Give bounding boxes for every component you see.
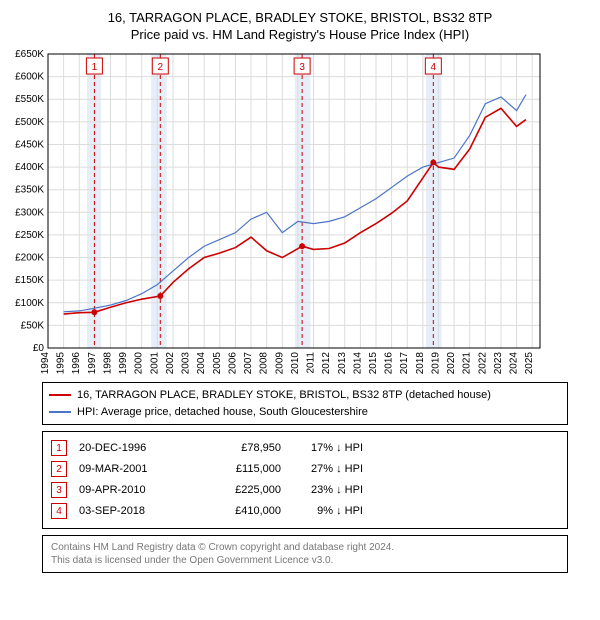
legend-label: HPI: Average price, detached house, Sout…	[77, 404, 368, 421]
svg-text:£600K: £600K	[15, 72, 44, 83]
svg-text:2015: 2015	[368, 352, 379, 375]
svg-text:1998: 1998	[102, 352, 113, 375]
event-badge: 2	[51, 461, 67, 477]
svg-text:2014: 2014	[352, 352, 363, 375]
event-badge: 4	[51, 503, 67, 519]
svg-text:2020: 2020	[446, 352, 457, 375]
event-date: 09-MAR-2001	[79, 459, 189, 480]
svg-text:£200K: £200K	[15, 253, 44, 264]
event-pct: 27% ↓ HPI	[293, 459, 363, 480]
event-pct: 17% ↓ HPI	[293, 438, 363, 459]
svg-text:1996: 1996	[71, 352, 82, 375]
legend-item: HPI: Average price, detached house, Sout…	[49, 404, 561, 421]
footer-line-1: Contains HM Land Registry data © Crown c…	[51, 541, 559, 554]
svg-text:£650K: £650K	[15, 49, 44, 60]
svg-text:2017: 2017	[399, 352, 410, 375]
svg-text:2002: 2002	[165, 352, 176, 375]
svg-text:£300K: £300K	[15, 207, 44, 218]
svg-text:2006: 2006	[227, 352, 238, 375]
event-row: 4 03-SEP-2018 £410,000 9% ↓ HPI	[51, 501, 559, 522]
event-price: £78,950	[201, 438, 281, 459]
page-subtitle: Price paid vs. HM Land Registry's House …	[8, 27, 592, 42]
event-date: 03-SEP-2018	[79, 501, 189, 522]
svg-text:3: 3	[299, 62, 305, 73]
svg-text:2021: 2021	[462, 352, 473, 375]
svg-text:2013: 2013	[337, 352, 348, 375]
page-title: 16, TARRAGON PLACE, BRADLEY STOKE, BRIST…	[8, 10, 592, 25]
event-price: £410,000	[201, 501, 281, 522]
svg-text:1997: 1997	[87, 352, 98, 375]
svg-text:2012: 2012	[321, 352, 332, 375]
svg-text:1: 1	[92, 62, 98, 73]
svg-text:2016: 2016	[384, 352, 395, 375]
svg-text:2000: 2000	[134, 352, 145, 375]
event-pct: 9% ↓ HPI	[293, 501, 363, 522]
legend-swatch	[49, 411, 71, 413]
svg-text:2008: 2008	[259, 352, 270, 375]
event-row: 1 20-DEC-1996 £78,950 17% ↓ HPI	[51, 438, 559, 459]
svg-text:1994: 1994	[40, 352, 51, 375]
svg-text:£450K: £450K	[15, 139, 44, 150]
events-table: 1 20-DEC-1996 £78,950 17% ↓ HPI 2 09-MAR-2001…	[42, 431, 568, 529]
svg-text:1995: 1995	[56, 352, 67, 375]
svg-text:2: 2	[158, 62, 164, 73]
svg-text:2005: 2005	[212, 352, 223, 375]
svg-text:2024: 2024	[509, 352, 520, 375]
svg-text:2007: 2007	[243, 352, 254, 375]
svg-text:£50K: £50K	[21, 320, 45, 331]
svg-text:£100K: £100K	[15, 298, 44, 309]
event-badge: 3	[51, 482, 67, 498]
svg-text:£400K: £400K	[15, 162, 44, 173]
svg-text:2004: 2004	[196, 352, 207, 375]
svg-text:2001: 2001	[149, 352, 160, 375]
svg-text:£350K: £350K	[15, 185, 44, 196]
svg-text:2022: 2022	[477, 352, 488, 375]
svg-text:2003: 2003	[181, 352, 192, 375]
footer-license: Contains HM Land Registry data © Crown c…	[42, 535, 568, 573]
svg-text:2025: 2025	[524, 352, 535, 375]
event-date: 20-DEC-1996	[79, 438, 189, 459]
legend-label: 16, TARRAGON PLACE, BRADLEY STOKE, BRIST…	[77, 387, 491, 404]
svg-text:4: 4	[431, 62, 437, 73]
legend-swatch	[49, 394, 71, 396]
svg-text:2009: 2009	[274, 352, 285, 375]
event-pct: 23% ↓ HPI	[293, 480, 363, 501]
event-price: £225,000	[201, 480, 281, 501]
svg-text:2018: 2018	[415, 352, 426, 375]
event-date: 09-APR-2010	[79, 480, 189, 501]
legend: 16, TARRAGON PLACE, BRADLEY STOKE, BRIST…	[42, 382, 568, 425]
event-badge: 1	[51, 440, 67, 456]
event-row: 3 09-APR-2010 £225,000 23% ↓ HPI	[51, 480, 559, 501]
price-chart: £0£50K£100K£150K£200K£250K£300K£350K£400…	[8, 48, 592, 378]
svg-text:2010: 2010	[290, 352, 301, 375]
svg-text:2011: 2011	[306, 352, 317, 374]
legend-item: 16, TARRAGON PLACE, BRADLEY STOKE, BRIST…	[49, 387, 561, 404]
svg-text:£250K: £250K	[15, 230, 44, 241]
svg-text:2019: 2019	[430, 352, 441, 375]
svg-text:1999: 1999	[118, 352, 129, 375]
svg-text:£150K: £150K	[15, 275, 44, 286]
event-price: £115,000	[201, 459, 281, 480]
svg-text:2023: 2023	[493, 352, 504, 375]
event-row: 2 09-MAR-2001 £115,000 27% ↓ HPI	[51, 459, 559, 480]
chart-svg: £0£50K£100K£150K£200K£250K£300K£350K£400…	[8, 48, 548, 378]
svg-text:£550K: £550K	[15, 94, 44, 105]
footer-line-2: This data is licensed under the Open Gov…	[51, 554, 559, 567]
svg-text:£500K: £500K	[15, 117, 44, 128]
